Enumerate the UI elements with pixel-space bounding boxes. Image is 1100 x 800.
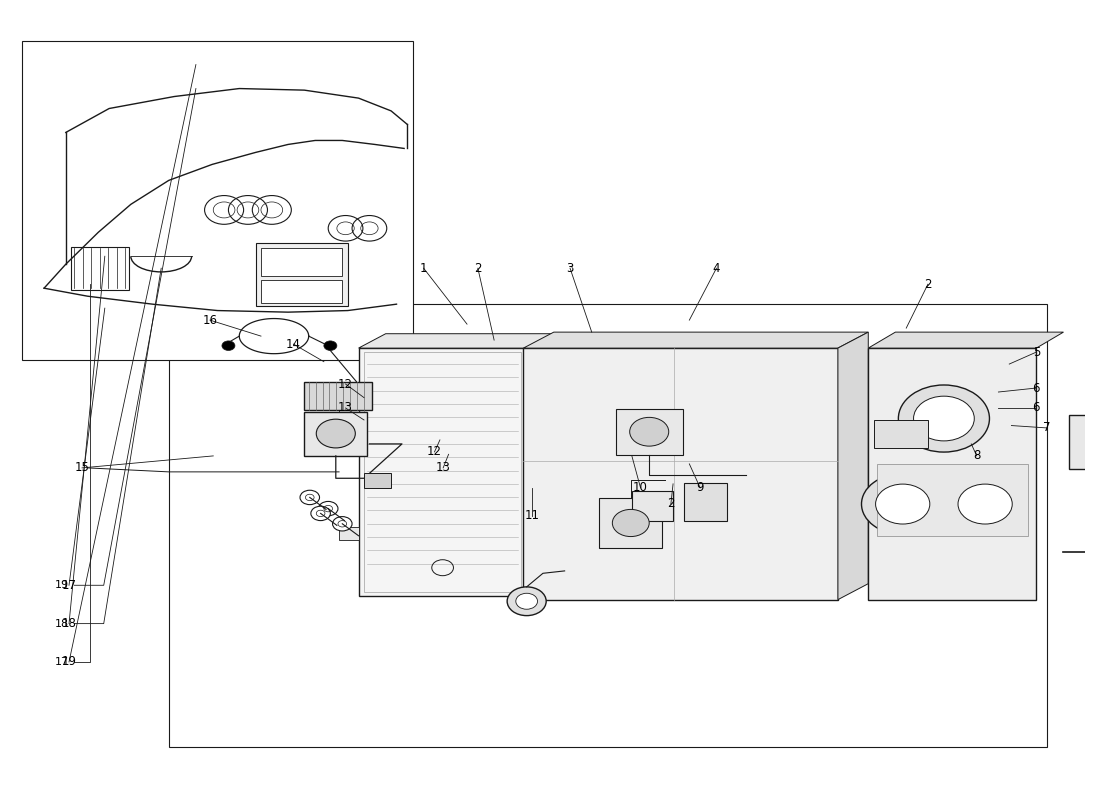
Bar — [339, 527, 359, 540]
Circle shape — [958, 484, 1012, 524]
Polygon shape — [359, 334, 553, 348]
Text: 1: 1 — [420, 262, 428, 274]
Text: 6: 6 — [1033, 382, 1041, 394]
Bar — [261, 280, 342, 302]
Text: 2: 2 — [924, 278, 932, 290]
Bar — [255, 243, 348, 306]
Text: 12: 12 — [338, 378, 353, 390]
Bar — [72, 246, 129, 290]
Bar — [877, 464, 1027, 536]
Text: 8: 8 — [974, 450, 980, 462]
Text: 11: 11 — [525, 510, 540, 522]
Circle shape — [332, 517, 352, 531]
Circle shape — [222, 341, 235, 350]
Text: 5: 5 — [1033, 346, 1041, 358]
Text: 6: 6 — [1033, 402, 1041, 414]
Text: 2: 2 — [667, 498, 674, 510]
Text: 19: 19 — [55, 580, 69, 590]
Bar — [364, 352, 521, 592]
Bar — [22, 41, 412, 360]
Circle shape — [300, 490, 319, 505]
Text: 7: 7 — [1044, 422, 1050, 434]
Text: 19: 19 — [62, 655, 77, 669]
Text: 18: 18 — [62, 617, 77, 630]
Text: 2: 2 — [474, 262, 482, 274]
Circle shape — [318, 502, 338, 516]
Text: 9: 9 — [696, 482, 704, 494]
Text: 17: 17 — [55, 657, 69, 667]
Bar — [600, 498, 662, 548]
Text: 13: 13 — [338, 402, 353, 414]
Text: euros: euros — [573, 321, 990, 447]
Text: 15: 15 — [75, 462, 89, 474]
Circle shape — [613, 510, 649, 537]
Bar — [364, 474, 392, 488]
Text: a passion: a passion — [426, 522, 834, 597]
Bar — [524, 348, 838, 600]
Bar — [868, 348, 1036, 600]
Circle shape — [861, 474, 944, 534]
Bar — [359, 348, 527, 596]
Polygon shape — [527, 334, 553, 596]
Circle shape — [876, 484, 930, 524]
Bar — [261, 248, 342, 276]
Bar — [305, 412, 367, 456]
Bar — [1069, 414, 1100, 469]
Polygon shape — [868, 332, 1064, 348]
Circle shape — [629, 418, 669, 446]
Bar — [684, 483, 727, 522]
Text: 16: 16 — [202, 314, 218, 326]
Text: 17: 17 — [62, 578, 77, 592]
Bar — [873, 420, 928, 448]
Text: since 1985: since 1985 — [645, 630, 1048, 697]
Text: 10: 10 — [634, 482, 648, 494]
Text: 13: 13 — [436, 462, 451, 474]
Circle shape — [317, 419, 355, 448]
Circle shape — [899, 385, 990, 452]
Bar — [339, 403, 359, 416]
Bar — [616, 409, 683, 455]
Text: 12: 12 — [427, 446, 442, 458]
Circle shape — [944, 474, 1026, 534]
Circle shape — [914, 396, 975, 441]
Bar — [631, 491, 673, 522]
Circle shape — [516, 594, 538, 610]
Bar — [305, 382, 372, 410]
Text: 14: 14 — [286, 338, 301, 350]
Text: 3: 3 — [566, 262, 574, 274]
Bar — [168, 304, 1047, 747]
Polygon shape — [524, 332, 868, 348]
Text: 18: 18 — [55, 618, 69, 629]
Polygon shape — [838, 332, 868, 600]
Circle shape — [311, 506, 330, 521]
Circle shape — [507, 587, 547, 616]
Text: 4: 4 — [713, 262, 721, 274]
Circle shape — [323, 341, 337, 350]
